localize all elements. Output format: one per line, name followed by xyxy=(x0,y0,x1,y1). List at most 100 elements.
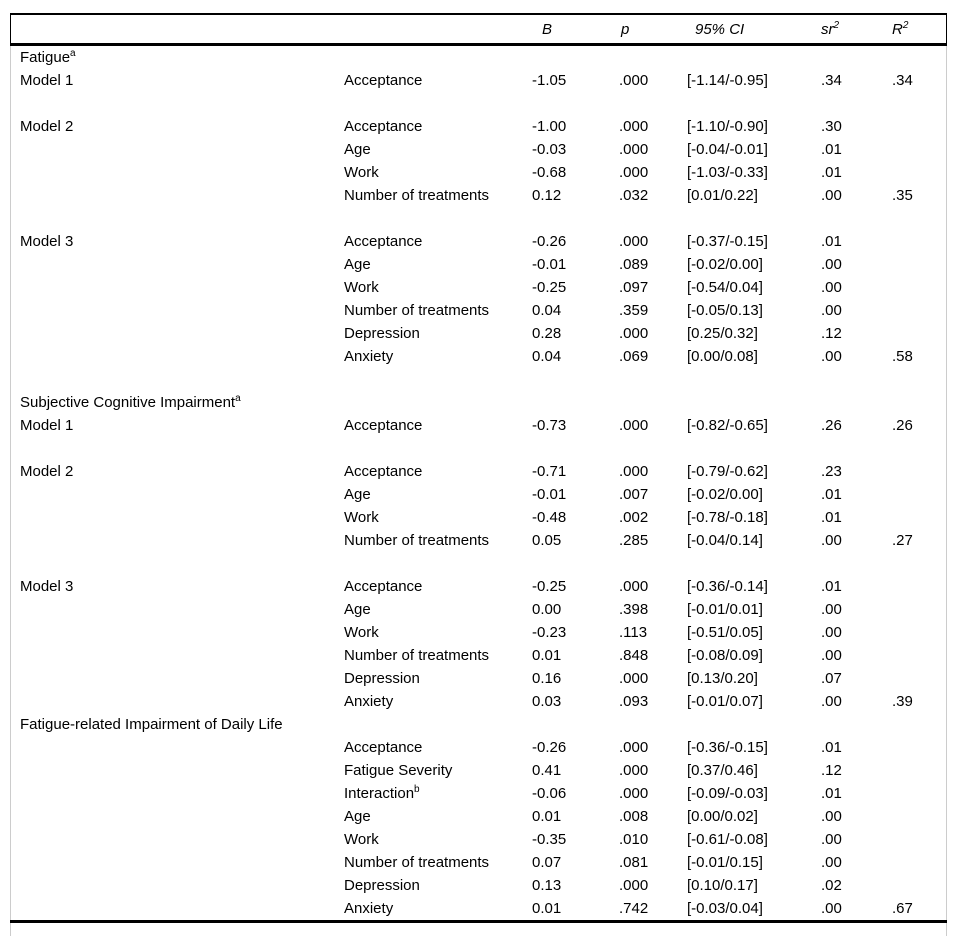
p-cell: .285 xyxy=(619,532,649,549)
sr2-cell: .00 xyxy=(821,532,842,549)
col-header-p-label: p xyxy=(621,20,630,38)
table-row: Anxiety 0.04 .069 [0.00/0.08] .00 .58 xyxy=(11,345,946,368)
table-row: Fatigue Severity 0.41 .000 [0.37/0.46] .12 xyxy=(11,759,946,782)
p-cell: .000 xyxy=(619,72,649,89)
r2-cell xyxy=(892,483,946,506)
r2-cell xyxy=(892,598,946,621)
b-cell: -0.01 xyxy=(532,486,567,503)
sr2-cell: .26 xyxy=(821,417,842,434)
predictor-cell: Age xyxy=(344,141,371,158)
sr2-cell: .00 xyxy=(821,808,842,825)
b-cell: -0.03 xyxy=(532,141,567,158)
sr2-cell: .02 xyxy=(821,877,842,894)
p-cell: .097 xyxy=(619,279,649,296)
col-header-sr2-base: sr xyxy=(821,20,834,38)
p-cell: .000 xyxy=(619,463,649,480)
predictor-cell: Work xyxy=(344,831,379,848)
r2-cell xyxy=(892,299,946,322)
predictor-cell: Number of treatments xyxy=(344,647,490,664)
r2-cell xyxy=(892,460,946,483)
table-row: Age 0.00 .398 [-0.01/0.01] .00 xyxy=(11,598,946,621)
model-cell: Model 1 xyxy=(20,417,74,434)
sr2-cell: .00 xyxy=(821,601,842,618)
r2-cell: .35 xyxy=(892,187,913,204)
model-cell xyxy=(11,782,344,805)
model-cell xyxy=(11,345,344,368)
b-cell: 0.04 xyxy=(532,348,562,365)
b-cell: 0.41 xyxy=(532,762,562,779)
predictor-cell: Number of treatments xyxy=(344,854,490,871)
sr2-cell: .07 xyxy=(821,670,842,687)
model-cell: Model 2 xyxy=(20,118,74,135)
predictor-cell: Work xyxy=(344,624,379,641)
p-cell: .008 xyxy=(619,808,649,825)
section-label: Fatigue-related Impairment of Daily Life xyxy=(20,716,283,733)
regression-table: B p 95% CI sr2 R2 Fatiguea Model 1 Accepta… xyxy=(10,13,947,936)
table-row: Number of treatments 0.01 .848 [-0.08/0.09]… xyxy=(11,644,946,667)
table-row: Work -0.25 .097 [-0.54/0.04] .00 xyxy=(11,276,946,299)
superscript-note: a xyxy=(235,393,241,404)
predictor-cell: Fatigue Severity xyxy=(344,762,453,779)
ci-cell: [0.37/0.46] xyxy=(687,762,758,779)
model-cell xyxy=(11,161,344,184)
p-cell: .069 xyxy=(619,348,649,365)
sr2-cell: .01 xyxy=(821,141,842,158)
p-cell: .000 xyxy=(619,417,649,434)
table-row: Work -0.35 .010 [-0.61/-0.08] .00 xyxy=(11,828,946,851)
col-header-b-label: B xyxy=(542,20,553,38)
col-header-b: B xyxy=(532,21,619,38)
r2-cell: .58 xyxy=(892,348,913,365)
sr2-cell: .00 xyxy=(821,302,842,319)
ci-cell: [-0.02/0.00] xyxy=(687,256,763,273)
table-row: Interactionb -0.06 .000 [-0.09/-0.03] .01 xyxy=(11,782,946,805)
model-cell: Model 3 xyxy=(20,233,74,250)
r2-cell: .39 xyxy=(892,693,913,710)
spacer-row xyxy=(11,552,946,575)
p-cell: .010 xyxy=(619,831,649,848)
table-row: Number of treatments 0.04 .359 [-0.05/0.13]… xyxy=(11,299,946,322)
table-row: Work -0.68 .000 [-1.03/-0.33] .01 xyxy=(11,161,946,184)
model-cell xyxy=(11,736,344,759)
model-cell: Model 3 xyxy=(20,578,74,595)
ci-cell: [-0.36/-0.15] xyxy=(687,739,768,756)
sr2-cell: .01 xyxy=(821,233,842,250)
sr2-cell: .00 xyxy=(821,831,842,848)
p-cell: .359 xyxy=(619,302,649,319)
ci-cell: [-0.61/-0.08] xyxy=(687,831,768,848)
model-cell xyxy=(11,828,344,851)
col-header-r2: R2 xyxy=(892,20,946,38)
p-cell: .000 xyxy=(619,141,649,158)
predictor-cell: Age xyxy=(344,256,371,273)
ci-cell: [-0.01/0.01] xyxy=(687,601,763,618)
r2-cell xyxy=(892,874,946,897)
section-label: Fatiguea xyxy=(20,48,76,67)
b-cell: -0.35 xyxy=(532,831,567,848)
r2-cell: .67 xyxy=(892,900,913,917)
model-cell xyxy=(11,138,344,161)
table-row: Depression 0.28 .000 [0.25/0.32] .12 xyxy=(11,322,946,345)
ci-cell: [0.01/0.22] xyxy=(687,187,758,204)
predictor-cell: Acceptance xyxy=(344,72,423,89)
table-row: Number of treatments 0.12 .032 [0.01/0.22].… xyxy=(11,184,946,207)
p-cell: .000 xyxy=(619,164,649,181)
predictor-cell: Age xyxy=(344,486,371,503)
b-cell: -0.25 xyxy=(532,578,567,595)
ci-cell: [-0.78/-0.18] xyxy=(687,509,768,526)
sr2-cell: .01 xyxy=(821,785,842,802)
section-row: Fatigue-related Impairment of Daily Life xyxy=(11,713,946,736)
b-cell: 0.05 xyxy=(532,532,562,549)
model-cell xyxy=(11,874,344,897)
table-row: Age -0.01 .089 [-0.02/0.00] .00 xyxy=(11,253,946,276)
r2-cell: .26 xyxy=(892,417,913,434)
table-row: Age 0.01 .008 [0.00/0.02] .00 xyxy=(11,805,946,828)
model-cell xyxy=(11,276,344,299)
predictor-cell: Acceptance xyxy=(344,118,423,135)
r2-cell xyxy=(892,644,946,667)
sr2-cell: .12 xyxy=(821,762,842,779)
table-row: Work -0.48 .002 [-0.78/-0.18] .01 xyxy=(11,506,946,529)
predictor-cell: Interactionb xyxy=(344,784,420,803)
table-row: Model 1 Acceptance -0.73 .000 [-0.82/-0.65].… xyxy=(11,414,946,437)
predictor-cell: Number of treatments xyxy=(344,532,490,549)
predictor-cell: Work xyxy=(344,279,379,296)
